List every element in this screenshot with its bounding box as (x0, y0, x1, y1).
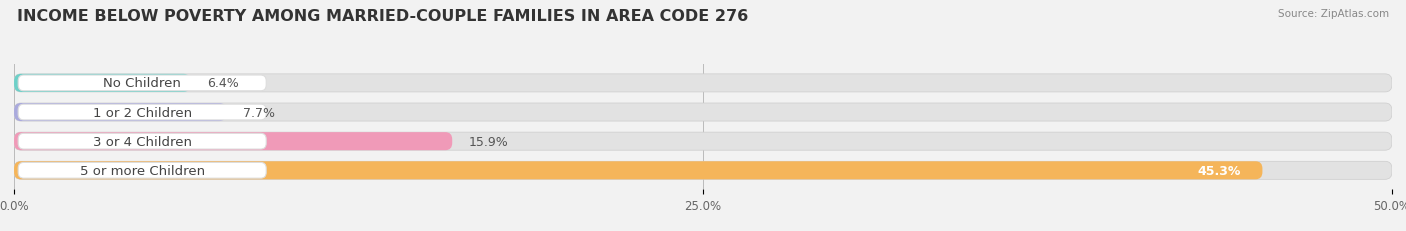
FancyBboxPatch shape (18, 105, 266, 120)
Text: No Children: No Children (103, 77, 181, 90)
Text: INCOME BELOW POVERTY AMONG MARRIED-COUPLE FAMILIES IN AREA CODE 276: INCOME BELOW POVERTY AMONG MARRIED-COUPL… (17, 9, 748, 24)
FancyBboxPatch shape (14, 133, 1392, 151)
FancyBboxPatch shape (14, 133, 453, 151)
FancyBboxPatch shape (14, 161, 1392, 179)
FancyBboxPatch shape (14, 75, 190, 93)
Text: Source: ZipAtlas.com: Source: ZipAtlas.com (1278, 9, 1389, 19)
FancyBboxPatch shape (18, 76, 266, 91)
Text: 7.7%: 7.7% (243, 106, 274, 119)
FancyBboxPatch shape (14, 103, 226, 122)
FancyBboxPatch shape (18, 134, 266, 149)
Text: 3 or 4 Children: 3 or 4 Children (93, 135, 191, 148)
FancyBboxPatch shape (18, 163, 266, 178)
Text: 6.4%: 6.4% (207, 77, 239, 90)
FancyBboxPatch shape (14, 103, 1392, 122)
Text: 15.9%: 15.9% (468, 135, 509, 148)
Text: 5 or more Children: 5 or more Children (80, 164, 205, 177)
Text: 1 or 2 Children: 1 or 2 Children (93, 106, 191, 119)
FancyBboxPatch shape (14, 161, 1263, 179)
FancyBboxPatch shape (14, 75, 1392, 93)
Text: 45.3%: 45.3% (1197, 164, 1240, 177)
